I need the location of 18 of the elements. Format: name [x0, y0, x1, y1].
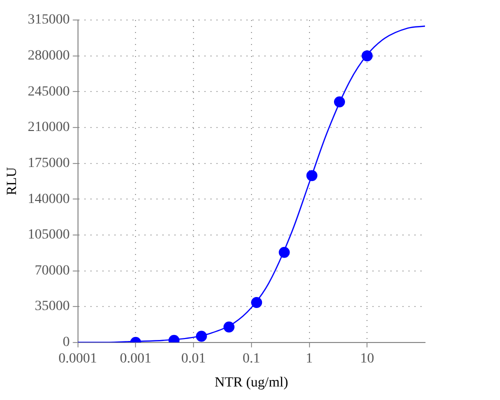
- y-tick-label: 245000: [28, 84, 70, 100]
- y-tick-label: 210000: [28, 120, 70, 136]
- y-tick-label: 315000: [28, 12, 70, 28]
- y-tick-label: 70000: [34, 263, 70, 278]
- y-tick-label: 140000: [28, 192, 70, 207]
- y-tick-label: 280000: [28, 48, 70, 64]
- x-tick-label: 0.01: [181, 351, 206, 366]
- y-tick-label: 175000: [28, 156, 70, 171]
- x-tick-label: 0.1: [242, 351, 260, 366]
- y-tick-label: 35000: [34, 299, 70, 314]
- x-tick-label: 1: [306, 351, 313, 366]
- y-tick-label: 105000: [28, 228, 70, 243]
- y-axis-title: RLU: [5, 167, 20, 196]
- y-tick-label: 0: [62, 335, 70, 350]
- x-tick-label: 10: [360, 351, 374, 366]
- x-axis-title: NTR (ug/ml): [214, 375, 288, 390]
- x-tick-label: 0.001: [120, 351, 152, 366]
- x-tick-label: 0.0001: [58, 351, 98, 366]
